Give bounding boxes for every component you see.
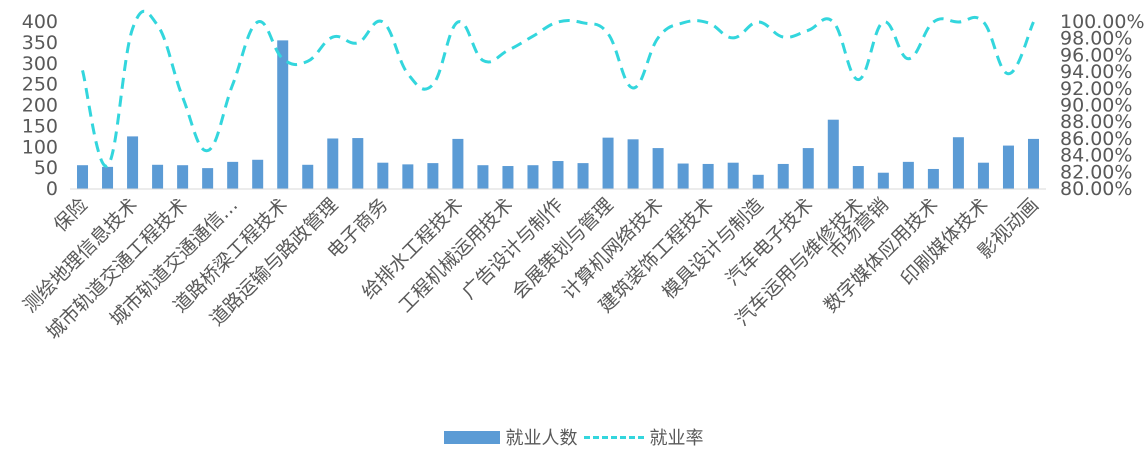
right-tick-label: 88.00% xyxy=(1060,111,1132,133)
bar xyxy=(227,161,239,189)
bar xyxy=(452,138,464,189)
left-tick-label: 150 xyxy=(22,115,58,137)
left-tick-label: 100 xyxy=(22,136,58,158)
right-tick-label: 82.00% xyxy=(1060,161,1132,183)
bar xyxy=(527,165,539,189)
bar xyxy=(477,165,489,189)
left-tick-label: 200 xyxy=(22,95,58,117)
legend-label-line: 就业率 xyxy=(649,428,704,449)
bar xyxy=(827,119,839,189)
bar xyxy=(402,164,414,189)
bar xyxy=(352,138,364,189)
bar xyxy=(1027,138,1039,189)
bar xyxy=(802,148,814,189)
bar xyxy=(202,168,214,189)
bar xyxy=(302,164,314,189)
bar xyxy=(127,136,139,189)
legend: 就业人数 就业率 xyxy=(0,424,1147,450)
bar xyxy=(502,166,514,189)
right-tick-label: 92.00% xyxy=(1060,78,1132,100)
bar xyxy=(327,138,339,189)
right-axis-ticks: 80.00%82.00%84.00%86.00%88.00%90.00%92.0… xyxy=(1060,11,1145,200)
bar xyxy=(252,159,264,189)
bar-series xyxy=(77,40,1039,190)
bar xyxy=(902,161,914,189)
right-tick-label: 86.00% xyxy=(1060,128,1132,150)
bar xyxy=(877,172,889,189)
left-tick-label: 50 xyxy=(34,157,58,179)
employment-rate-line xyxy=(81,9,1035,168)
category-labels: 保险测绘地理信息技术城市轨道交通工程技术城市轨道交通通信…道路桥梁工程技术道路运… xyxy=(19,194,1043,344)
legend-swatch-line xyxy=(583,435,644,439)
right-tick-label: 80.00% xyxy=(1060,178,1132,200)
bar xyxy=(977,162,989,189)
right-tick-label: 90.00% xyxy=(1060,95,1132,117)
bar xyxy=(277,40,289,190)
bar xyxy=(602,137,614,189)
right-tick-label: 84.00% xyxy=(1060,145,1132,167)
left-tick-label: 250 xyxy=(22,74,58,96)
bar xyxy=(152,164,164,189)
left-tick-label: 400 xyxy=(22,11,58,33)
bar xyxy=(577,163,589,189)
bar xyxy=(427,163,439,189)
bar xyxy=(777,163,789,189)
bar xyxy=(77,165,89,189)
bar xyxy=(952,137,964,189)
right-tick-label: 100.00% xyxy=(1060,11,1145,33)
bar xyxy=(1002,145,1014,189)
bar xyxy=(377,162,389,189)
right-tick-label: 94.00% xyxy=(1060,61,1132,83)
bar xyxy=(752,174,764,189)
right-tick-label: 98.00% xyxy=(1060,28,1132,50)
right-tick-label: 96.00% xyxy=(1060,44,1132,66)
bar xyxy=(927,168,939,189)
bar xyxy=(852,166,864,189)
left-tick-label: 300 xyxy=(22,53,58,75)
bar xyxy=(702,163,714,189)
bar xyxy=(652,148,664,189)
bar xyxy=(677,163,689,189)
left-tick-label: 0 xyxy=(46,178,58,200)
bar xyxy=(627,139,639,189)
left-tick-label: 350 xyxy=(22,32,58,54)
category-label: 保险 xyxy=(50,194,92,236)
bar xyxy=(177,165,189,189)
legend-item-bar: 就业人数 xyxy=(443,424,578,450)
bar xyxy=(552,161,564,189)
legend-item-line: 就业率 xyxy=(583,424,704,450)
bar xyxy=(727,162,739,189)
legend-swatch-bar xyxy=(443,430,500,444)
bar xyxy=(102,166,114,189)
legend-label-bar: 就业人数 xyxy=(505,428,578,449)
